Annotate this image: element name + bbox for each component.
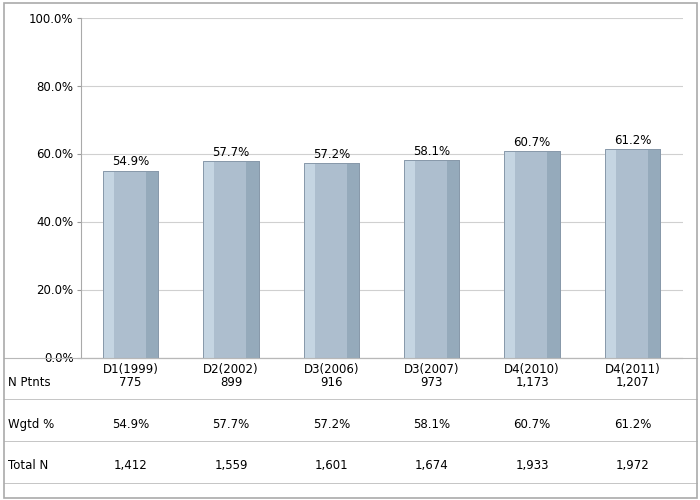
Text: N Ptnts: N Ptnts: [8, 376, 51, 389]
Bar: [605, 150, 616, 358]
Bar: [304, 163, 359, 358]
Bar: [103, 171, 158, 358]
Text: 1,207: 1,207: [615, 376, 649, 389]
Text: 58.1%: 58.1%: [413, 418, 450, 430]
Text: 1,933: 1,933: [515, 460, 549, 472]
Text: 1,412: 1,412: [114, 460, 148, 472]
Bar: [505, 151, 559, 358]
Bar: [204, 162, 258, 358]
Text: 1,972: 1,972: [615, 460, 649, 472]
Text: 1,674: 1,674: [415, 460, 449, 472]
Text: 916: 916: [320, 376, 342, 389]
Bar: [547, 151, 559, 358]
Bar: [346, 163, 359, 358]
Bar: [204, 162, 214, 358]
Bar: [404, 160, 415, 358]
Text: 57.2%: 57.2%: [313, 418, 350, 430]
Bar: [605, 150, 660, 358]
Text: 973: 973: [421, 376, 443, 389]
Text: Wgtd %: Wgtd %: [8, 418, 55, 430]
Text: 54.9%: 54.9%: [112, 156, 149, 168]
Text: 61.2%: 61.2%: [614, 134, 651, 147]
Text: 1,559: 1,559: [214, 460, 248, 472]
Text: 899: 899: [220, 376, 242, 389]
Text: 54.9%: 54.9%: [112, 418, 149, 430]
Bar: [648, 150, 660, 358]
Bar: [246, 162, 258, 358]
Bar: [304, 163, 359, 358]
Bar: [447, 160, 459, 358]
Bar: [505, 151, 559, 358]
Text: 1,173: 1,173: [515, 376, 549, 389]
Text: 58.1%: 58.1%: [413, 144, 450, 158]
Text: 57.7%: 57.7%: [212, 418, 250, 430]
Bar: [146, 171, 158, 358]
Text: 61.2%: 61.2%: [614, 418, 651, 430]
Text: 60.7%: 60.7%: [513, 418, 551, 430]
Bar: [204, 162, 258, 358]
Text: 775: 775: [120, 376, 142, 389]
Text: 57.7%: 57.7%: [212, 146, 250, 159]
Text: Total N: Total N: [8, 460, 48, 472]
Text: 60.7%: 60.7%: [513, 136, 551, 148]
Bar: [103, 171, 114, 358]
Bar: [404, 160, 459, 358]
Bar: [103, 171, 158, 358]
Bar: [505, 151, 515, 358]
Text: 57.2%: 57.2%: [313, 148, 350, 160]
Bar: [404, 160, 459, 358]
Bar: [605, 150, 660, 358]
Bar: [304, 163, 315, 358]
Text: 1,601: 1,601: [314, 460, 348, 472]
